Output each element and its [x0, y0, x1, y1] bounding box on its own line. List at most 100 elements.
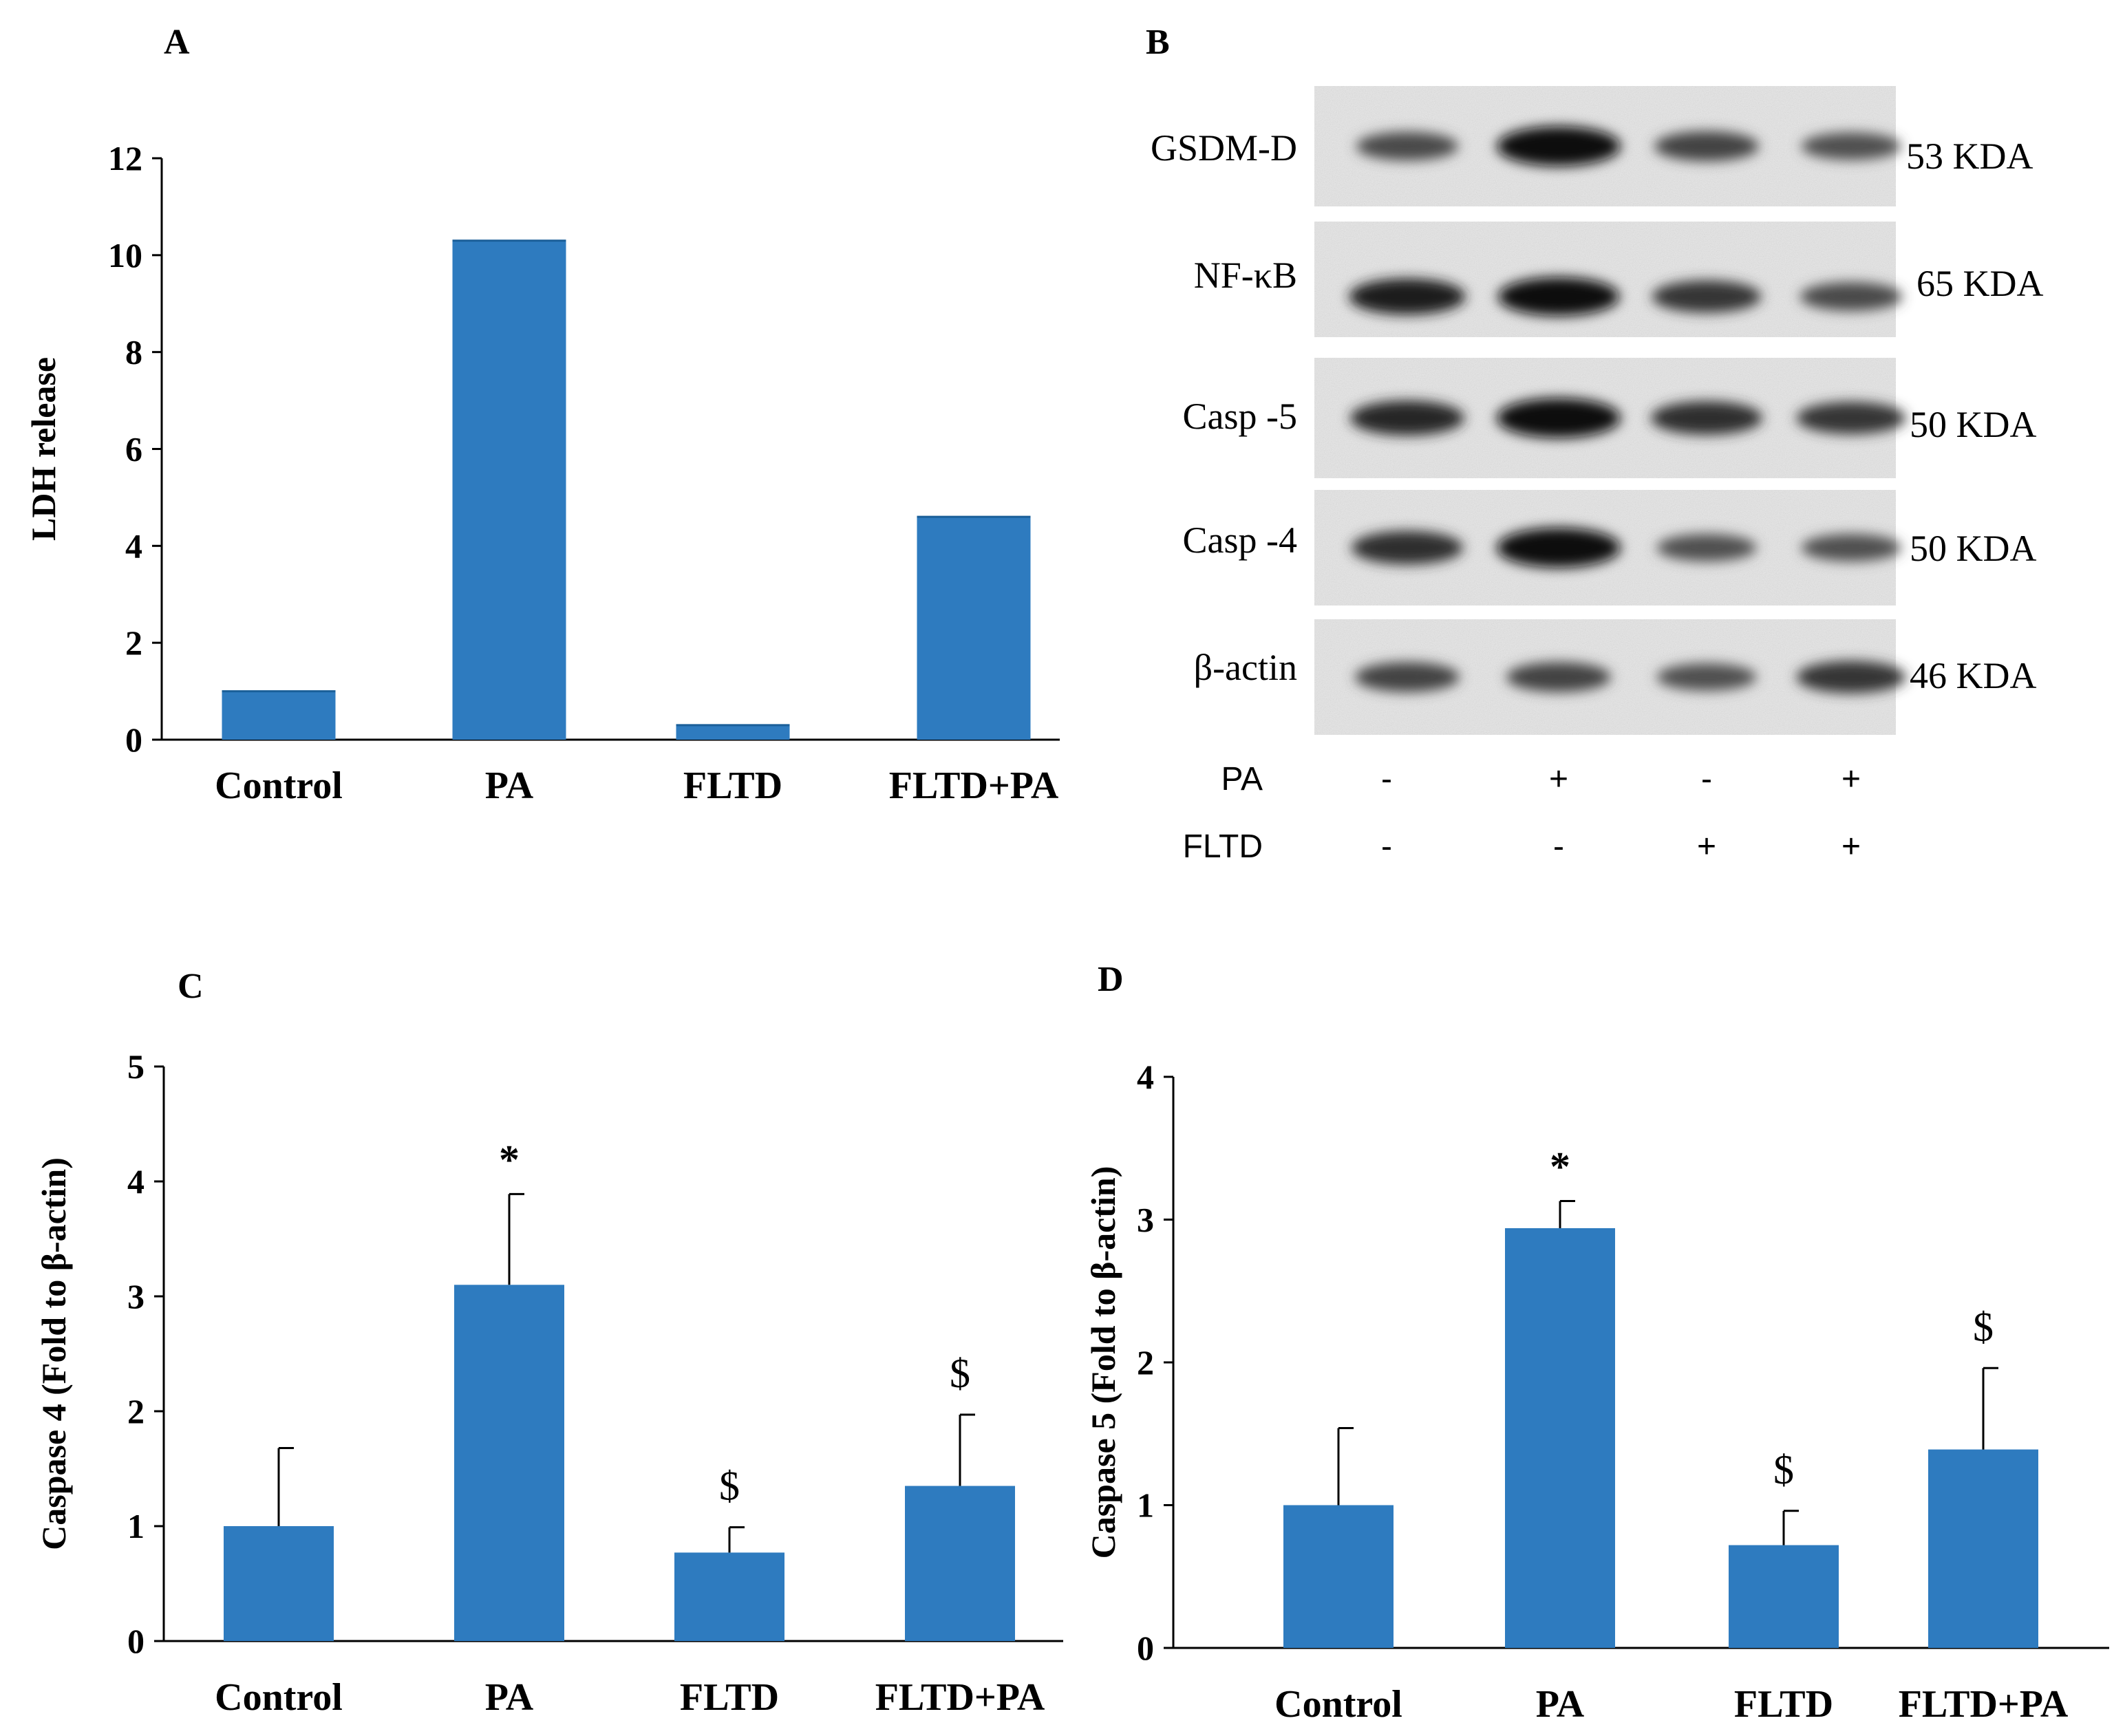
protein-label: GSDM-D	[1151, 127, 1297, 169]
blot-band	[1497, 528, 1621, 568]
bar	[1928, 1449, 2038, 1648]
y-tick-label: 3	[1137, 1201, 1154, 1239]
blot-row: Casp -4 50 KDA	[1183, 490, 2037, 606]
blot-row: β-actin 46 KDA	[1194, 619, 2037, 735]
molecular-weight-label: 50 KDA	[1910, 404, 2037, 445]
blot-band	[1497, 398, 1621, 438]
y-tick-label: 1	[127, 1507, 145, 1545]
category-label: PA	[485, 1676, 534, 1719]
category-label: Control	[215, 764, 343, 807]
panel-letter-b: B	[1146, 23, 1170, 62]
protein-label: β-actin	[1194, 647, 1297, 688]
bar	[1283, 1505, 1394, 1648]
category-label: FLTD+PA	[889, 764, 1059, 807]
protein-label: NF-κB	[1194, 255, 1297, 296]
category-label: FLTD	[680, 1676, 779, 1719]
blot-band	[1497, 126, 1621, 167]
molecular-weight-label: 50 KDA	[1910, 528, 2037, 569]
category-label: FLTD	[1734, 1683, 1833, 1726]
category-label: FLTD+PA	[875, 1676, 1045, 1719]
chart-c: 0 1 2 3 4 5 Caspase 4 (Fold to β-actin) Control…	[34, 1047, 1063, 1719]
blot-band	[1650, 401, 1763, 435]
blot-band	[1356, 131, 1459, 161]
significance-mark: $	[1973, 1304, 1994, 1349]
blot-band	[1801, 132, 1901, 160]
category-label: Control	[1274, 1683, 1402, 1726]
y-tick-label: 8	[125, 333, 142, 372]
condition-sign: +	[1841, 828, 1861, 865]
significance-mark: $	[950, 1351, 970, 1396]
category-label: Control	[215, 1676, 343, 1719]
bar	[676, 725, 790, 740]
y-tick-label: 4	[127, 1162, 145, 1201]
panel-letter-d: D	[1098, 960, 1124, 999]
blot-band	[1355, 662, 1460, 692]
y-tick-label: 12	[108, 139, 142, 178]
condition-sign: +	[1549, 761, 1568, 797]
blot-band	[1652, 280, 1762, 313]
bar	[905, 1486, 1015, 1641]
y-axis-label: Caspase 5 (Fold to β-actin)	[1084, 1166, 1122, 1559]
blot-row: Casp -5 50 KDA	[1183, 358, 2037, 478]
condition-sign: +	[1697, 828, 1716, 865]
blot-band	[1349, 278, 1466, 315]
y-tick-label: 0	[127, 1622, 145, 1660]
bar	[224, 1526, 334, 1641]
molecular-weight-label: 53 KDA	[1906, 136, 2033, 177]
blot-band	[1656, 534, 1757, 561]
bar	[1729, 1545, 1839, 1648]
molecular-weight-label: 65 KDA	[1917, 263, 2044, 304]
blot-band	[1506, 662, 1611, 692]
bar	[452, 240, 566, 740]
category-label: PA	[1536, 1683, 1585, 1726]
bar	[1505, 1228, 1615, 1648]
blot-band	[1654, 131, 1759, 162]
y-tick-label: 3	[127, 1277, 145, 1316]
category-label: FLTD+PA	[1899, 1683, 2069, 1726]
blot-band	[1350, 400, 1464, 436]
y-tick-label: 4	[125, 526, 142, 565]
blot-row: NF-κB 65 KDA	[1194, 222, 2044, 337]
condition-sign: -	[1701, 761, 1712, 797]
bar	[454, 1285, 564, 1641]
significance-mark: *	[1550, 1144, 1570, 1190]
blot-band	[1796, 401, 1906, 435]
blot-band	[1351, 531, 1464, 565]
molecular-weight-label: 46 KDA	[1910, 655, 2037, 696]
y-tick-label: 2	[127, 1392, 145, 1430]
y-tick-label: 6	[125, 430, 142, 469]
y-tick-label: 2	[1137, 1343, 1154, 1382]
chart-a: 0 2 4 6 8 10 12 LDH release Control PA FLTD FLTD+PA	[24, 139, 1060, 807]
bar	[674, 1552, 784, 1641]
panel-letter-c: C	[178, 967, 204, 1006]
y-tick-label: 5	[127, 1047, 145, 1086]
condition-sign: +	[1841, 761, 1861, 797]
blot-band	[1656, 663, 1757, 691]
significance-mark: $	[719, 1464, 740, 1509]
significance-mark: *	[499, 1137, 520, 1182]
protein-label: Casp -4	[1183, 519, 1297, 561]
category-label: FLTD	[683, 764, 782, 807]
panel-letter-a: A	[164, 23, 190, 62]
bar	[917, 517, 1031, 740]
condition-sign: -	[1381, 828, 1392, 865]
y-tick-label: 1	[1137, 1486, 1154, 1525]
bar	[222, 691, 336, 740]
y-tick-label: 2	[125, 623, 142, 662]
protein-label: Casp -5	[1183, 396, 1297, 437]
condition-sign: -	[1381, 761, 1392, 797]
category-label: PA	[485, 764, 534, 807]
condition-sign: -	[1553, 828, 1564, 865]
y-tick-label: 0	[125, 720, 142, 759]
chart-d: 0 1 2 3 4 Caspase 5 (Fold to β-actin) Control *…	[1084, 1058, 2109, 1726]
y-tick-label: 0	[1137, 1629, 1154, 1667]
significance-mark: $	[1773, 1447, 1794, 1492]
blot-band	[1796, 661, 1906, 694]
condition-label: PA	[1221, 761, 1263, 797]
y-axis-label: Caspase 4 (Fold to β-actin)	[34, 1157, 73, 1550]
y-axis-label: LDH release	[24, 357, 63, 541]
blot-band	[1497, 277, 1620, 317]
blot-row: GSDM-D 53 KDA	[1151, 86, 2033, 206]
